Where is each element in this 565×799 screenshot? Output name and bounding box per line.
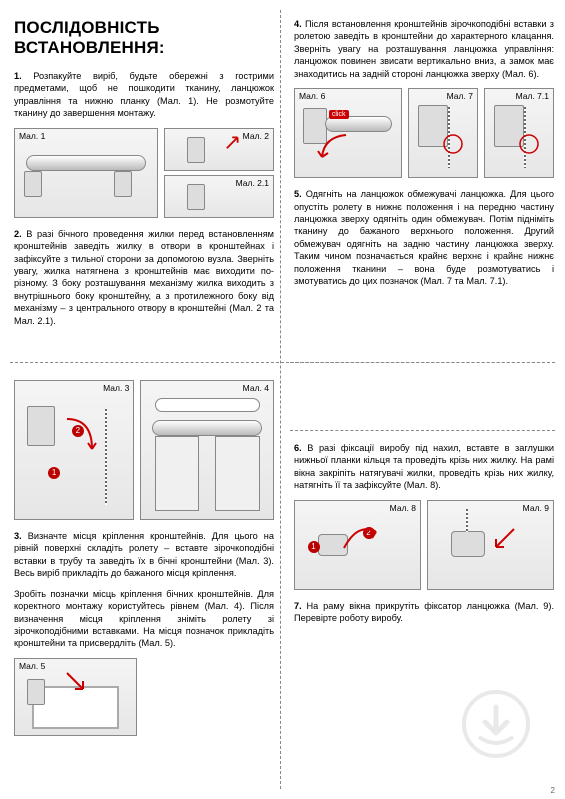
watermark-icon bbox=[461, 689, 531, 759]
step-3-text: 3. Визначте місця кріплення кронштейнів.… bbox=[14, 530, 274, 580]
fig7-label: Мал. 7 bbox=[447, 91, 473, 101]
step-3-body: Визначте місця кріплення кронштейнів. Дл… bbox=[14, 531, 274, 578]
fig6-label: Мал. 6 bbox=[299, 91, 325, 101]
step-6-num: 6. bbox=[294, 443, 302, 453]
horizontal-divider-1r bbox=[290, 362, 555, 363]
figure-9: Мал. 9 bbox=[427, 500, 554, 590]
fig21-label: Мал. 2.1 bbox=[236, 178, 269, 188]
page-title: ПОСЛІДОВНІСТЬ ВСТАНОВЛЕННЯ: bbox=[14, 18, 274, 58]
step-5-num: 5. bbox=[294, 189, 302, 199]
figure-2: Мал. 2 bbox=[164, 128, 274, 171]
figrow-5: Мал. 8 1 2 Мал. 9 bbox=[294, 500, 554, 590]
instruction-page: ПОСЛІДОВНІСТЬ ВСТАНОВЛЕННЯ: 1. Розпакуйт… bbox=[0, 0, 565, 799]
step-5-body: Одягніть на ланцюжок обмежувачі ланцюжка… bbox=[294, 189, 554, 286]
fig4-label: Мал. 4 bbox=[243, 383, 269, 393]
fig1-label: Мал. 1 bbox=[19, 131, 45, 141]
step-6-text: 6. В разі фіксації виробу під нахил, вст… bbox=[294, 442, 554, 492]
figure-1: Мал. 1 bbox=[14, 128, 158, 218]
step-4-text: 4. Після встановлення кронштейнів зірочк… bbox=[294, 18, 554, 80]
fig5-label: Мал. 5 bbox=[19, 661, 45, 671]
step-5-text: 5. Одягніть на ланцюжок обмежувачі ланцю… bbox=[294, 188, 554, 287]
step-3-num: 3. bbox=[14, 531, 22, 541]
step-2-num: 2. bbox=[14, 229, 22, 239]
figure-4: Мал. 4 bbox=[140, 380, 274, 520]
fig71-label: Мал. 7.1 bbox=[516, 91, 549, 101]
step-1-text: 1. Розпакуйте виріб, будьте обережні з г… bbox=[14, 70, 274, 120]
figure-6: Мал. 6 click bbox=[294, 88, 402, 178]
figure-3: Мал. 3 2 1 bbox=[14, 380, 134, 520]
left-column-lower: Мал. 3 2 1 Мал. 4 3. Визначте місця кріп… bbox=[14, 374, 274, 746]
fig3-label: Мал. 3 bbox=[103, 383, 129, 393]
right-column-lower: 6. В разі фіксації виробу під нахил, вст… bbox=[294, 442, 554, 633]
fig9-label: Мал. 9 bbox=[523, 503, 549, 513]
figrow-3: Мал. 5 bbox=[14, 658, 274, 736]
figure-8: Мал. 8 1 2 bbox=[294, 500, 421, 590]
figure-5: Мал. 5 bbox=[14, 658, 137, 736]
step-4-body: Після встановлення кронштейнів зірочкопо… bbox=[294, 19, 554, 79]
fig2-label: Мал. 2 bbox=[243, 131, 269, 141]
step-4-num: 4. bbox=[294, 19, 302, 29]
vertical-divider bbox=[280, 10, 281, 789]
horizontal-divider-right bbox=[290, 430, 555, 431]
step-1-body: Розпакуйте виріб, будьте обережні з гост… bbox=[14, 71, 274, 118]
step-6-body: В разі фіксації виробу під нахил, вставт… bbox=[294, 443, 554, 490]
right-column: 4. Після встановлення кронштейнів зірочк… bbox=[294, 18, 554, 295]
left-column: ПОСЛІДОВНІСТЬ ВСТАНОВЛЕННЯ: 1. Розпакуйт… bbox=[14, 18, 274, 335]
step-1-num: 1. bbox=[14, 71, 22, 81]
step-7-num: 7. bbox=[294, 601, 302, 611]
step-7-text: 7. На раму вікна прикрутіть фіксатор лан… bbox=[294, 600, 554, 625]
step-7-body: На раму вікна прикрутіть фіксатор ланцюж… bbox=[294, 601, 554, 623]
fig8-label: Мал. 8 bbox=[390, 503, 416, 513]
figrow-4: Мал. 6 click Мал. 7 Мал. 7.1 bbox=[294, 88, 554, 178]
click-badge: click bbox=[329, 110, 349, 119]
step-3b-text: Зробіть позначки місць кріплення бічних … bbox=[14, 588, 274, 650]
page-number: 2 bbox=[551, 786, 555, 795]
step-2-text: 2. В разі бічного проведення жилки перед… bbox=[14, 228, 274, 327]
step-2-body: В разі бічного проведення жилки перед вс… bbox=[14, 229, 274, 326]
figrow-2: Мал. 3 2 1 Мал. 4 bbox=[14, 380, 274, 520]
figrow-1: Мал. 1 Мал. 2 Мал. 2.1 bbox=[14, 128, 274, 218]
figure-7: Мал. 7 bbox=[408, 88, 478, 178]
figure-2-1: Мал. 2.1 bbox=[164, 175, 274, 218]
figure-7-1: Мал. 7.1 bbox=[484, 88, 554, 178]
